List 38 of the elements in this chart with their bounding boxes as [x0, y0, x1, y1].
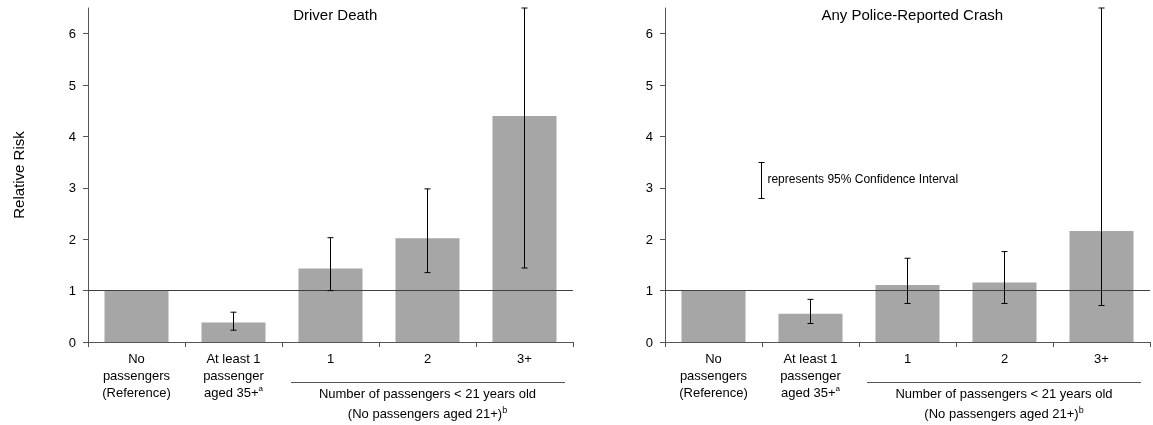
x-tick-label: No passengers (Reference)	[678, 351, 748, 400]
bar	[971, 282, 1037, 342]
text: Number of passengers < 21 years old (No passengers aged 21+)$^{b}$	[290, 382, 565, 423]
x-tick-label: 2	[1000, 351, 1008, 366]
x-tick-label: 1	[903, 351, 911, 366]
bar	[680, 290, 746, 342]
y-tick-label: 3	[68, 180, 76, 196]
y-tick-label: 4	[68, 128, 76, 144]
bar	[104, 290, 169, 342]
y-tick-label: 6	[645, 26, 653, 42]
chart-title: Any Police-Reported Crash	[820, 6, 1003, 23]
bar	[1068, 231, 1134, 342]
x-tick-label: 2	[423, 351, 432, 366]
annotation: represents 95% Confidence Interval	[767, 172, 959, 187]
bar	[395, 238, 460, 342]
y-tick-label: 1	[645, 283, 653, 299]
y-tick-label: 3	[645, 180, 653, 196]
y-axis-title: Relative Risk	[10, 130, 27, 219]
bar	[777, 313, 843, 342]
y-tick-label: 5	[68, 77, 76, 93]
bar	[201, 322, 266, 342]
text: Number of passengers < 21 years old (No passengers aged 21+)$^{b}$	[867, 382, 1141, 423]
y-tick-label: 0	[68, 334, 76, 350]
y-tick-label: 6	[68, 26, 76, 42]
bar	[874, 284, 940, 342]
bar	[492, 115, 557, 342]
x-tick-label: 3+	[517, 351, 532, 366]
x-tick-label: No passengers (Reference)	[102, 351, 171, 400]
y-tick-label: 4	[645, 128, 653, 144]
bar	[298, 268, 363, 342]
y-tick-label: 2	[68, 231, 76, 247]
x-tick-label: 3+	[1093, 351, 1109, 366]
x-tick-label: 1	[326, 351, 335, 366]
y-tick-label: 1	[68, 283, 76, 299]
y-tick-label: 5	[645, 77, 653, 93]
y-tick-label: 0	[645, 334, 653, 350]
chart-title: Driver Death	[293, 6, 378, 23]
y-tick-label: 2	[645, 231, 653, 247]
